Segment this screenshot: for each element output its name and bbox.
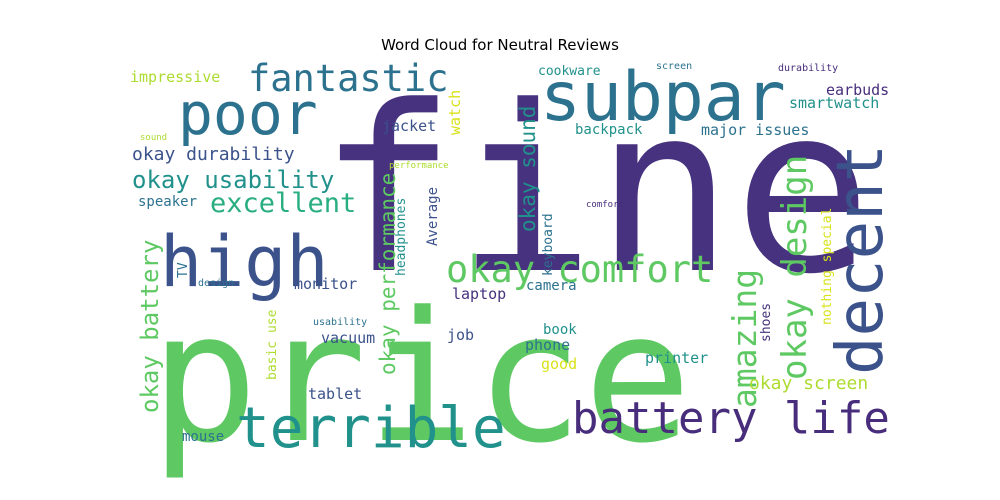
word-excellent: excellent xyxy=(210,188,356,219)
word-usability: usability xyxy=(313,317,367,328)
word-fantastic: fantastic xyxy=(248,57,448,100)
word-cookware: cookware xyxy=(538,64,601,79)
word-good: good xyxy=(541,355,577,373)
chart-title: Word Cloud for Neutral Reviews xyxy=(381,36,619,54)
word-vacuum: vacuum xyxy=(321,329,375,347)
word-sound: sound xyxy=(140,133,167,143)
word-nothing-special: nothing special xyxy=(820,208,835,325)
word-comfort: comfort xyxy=(586,200,624,210)
word-impressive: impressive xyxy=(130,68,220,86)
word-average: Average xyxy=(425,187,441,246)
word-price: price xyxy=(150,274,692,483)
word-poor: poor xyxy=(178,80,318,148)
word-laptop: laptop xyxy=(452,285,506,303)
word-decent: decent xyxy=(824,144,898,375)
word-job: job xyxy=(447,326,474,344)
word-book: book xyxy=(543,322,577,338)
word-keyboard: keyboard xyxy=(541,213,556,276)
word-watch: watch xyxy=(446,90,464,135)
word-okay-performance: okay performance xyxy=(376,173,400,375)
word-backpack: backpack xyxy=(575,122,643,138)
word-headphones: headphones xyxy=(394,198,409,276)
word-terrible: terrible xyxy=(236,396,506,461)
word-jacket: jacket xyxy=(382,117,436,135)
word-amazing: amazing xyxy=(725,269,764,408)
word-okay-battery: okay battery xyxy=(136,240,164,413)
word-okay-design: okay design xyxy=(775,155,815,380)
word-subpar: subpar xyxy=(540,58,786,137)
word-shoes: shoes xyxy=(759,303,774,342)
word-speaker: speaker xyxy=(138,194,197,210)
word-okay-durability: okay durability xyxy=(132,144,295,165)
word-okay-usability: okay usability xyxy=(132,166,334,194)
word-printer: printer xyxy=(645,349,708,367)
word-performance: performance xyxy=(389,161,449,171)
word-mouse: mouse xyxy=(182,429,224,445)
word-tablet: tablet xyxy=(308,385,362,403)
word-smartwatch: smartwatch xyxy=(789,94,879,112)
word-high: high xyxy=(160,221,329,303)
word-okay-comfort: okay comfort xyxy=(446,248,713,291)
word-durability: durability xyxy=(778,63,838,74)
word-monitor: monitor xyxy=(294,275,357,293)
word-screen: screen xyxy=(656,61,692,72)
word-battery-life: battery life xyxy=(572,393,890,444)
word-tv: TV xyxy=(176,262,191,278)
word-basic-use: basic use xyxy=(265,309,280,380)
word-fine: fine xyxy=(318,58,872,325)
word-phone: phone xyxy=(525,336,570,354)
word-okay-screen: okay screen xyxy=(749,373,868,394)
word-earbuds: earbuds xyxy=(826,81,889,99)
word-design: design xyxy=(198,278,234,289)
word-major-issues: major issues xyxy=(701,121,809,139)
word-camera: camera xyxy=(526,278,577,294)
word-okay-sound: okay sound xyxy=(516,106,540,232)
